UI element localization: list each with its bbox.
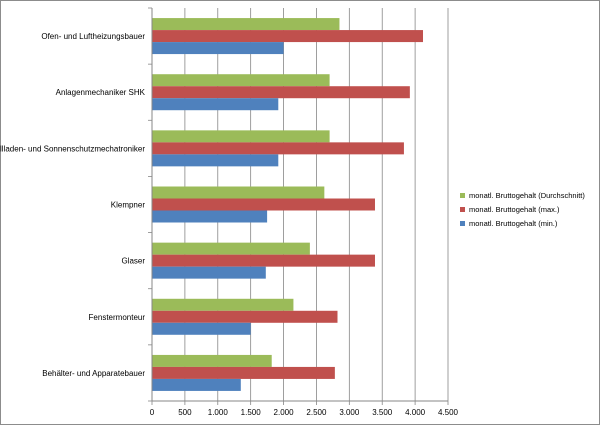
x-tick-label: 2.500	[306, 408, 327, 417]
bar	[152, 186, 325, 199]
legend-swatch	[460, 221, 465, 226]
bar	[152, 86, 410, 99]
bar	[152, 30, 424, 43]
bar	[152, 354, 272, 367]
category-label: Klempner	[111, 201, 146, 210]
bar	[152, 98, 279, 111]
x-tick-label: 2.000	[274, 408, 295, 417]
bar	[152, 242, 310, 255]
x-tick-labels: 0 500 1.000 1.500 2.000 2.500 3.000 3.500 4.000 4…	[150, 408, 459, 417]
legend-swatch	[460, 207, 465, 212]
legend-entry: monatl. Bruttogehalt (min.)	[469, 219, 558, 228]
bar	[152, 366, 335, 379]
category-label: Rollladen- und Sonnenschutzmechatroniker	[0, 144, 145, 153]
bar	[152, 154, 279, 167]
bar	[152, 298, 294, 311]
bar	[152, 210, 268, 223]
bar	[152, 322, 251, 335]
axes	[148, 7, 449, 405]
bar	[152, 74, 330, 87]
x-tick-label: 4.000	[405, 408, 426, 417]
x-tick-label: 3.500	[372, 408, 393, 417]
bar	[152, 266, 266, 279]
bar	[152, 142, 404, 155]
category-label: Glaser	[121, 257, 145, 266]
bar	[152, 42, 284, 55]
x-tick-label: 1.500	[241, 408, 262, 417]
legend: monatl. Bruttogehalt (Durchschnitt) monat…	[460, 191, 585, 228]
x-tick-label: 4.500	[438, 408, 459, 417]
x-tick-label: 500	[178, 408, 192, 417]
category-label: Fenstermonteur	[89, 313, 146, 322]
bar	[152, 310, 338, 323]
bar	[152, 18, 340, 31]
bar	[152, 254, 375, 267]
x-tick-label: 0	[150, 408, 155, 417]
bar	[152, 130, 330, 143]
legend-entry: monatl. Bruttogehalt (max.)	[469, 205, 560, 214]
category-label: Ofen- und Luftheizungsbauer	[41, 32, 145, 41]
x-tick-label: 3.000	[339, 408, 360, 417]
bar	[152, 378, 241, 391]
category-label: Behälter- und Apparatebauer	[42, 369, 145, 378]
legend-swatch	[460, 193, 465, 198]
category-labels: Ofen- und Luftheizungsbauer Anlagenmechan…	[0, 32, 146, 378]
legend-entry: monatl. Bruttogehalt (Durchschnitt)	[469, 191, 585, 200]
category-label: Anlagenmechaniker SHK	[56, 88, 146, 97]
bar	[152, 198, 375, 211]
x-tick-label: 1.000	[208, 408, 229, 417]
bars	[152, 18, 424, 391]
